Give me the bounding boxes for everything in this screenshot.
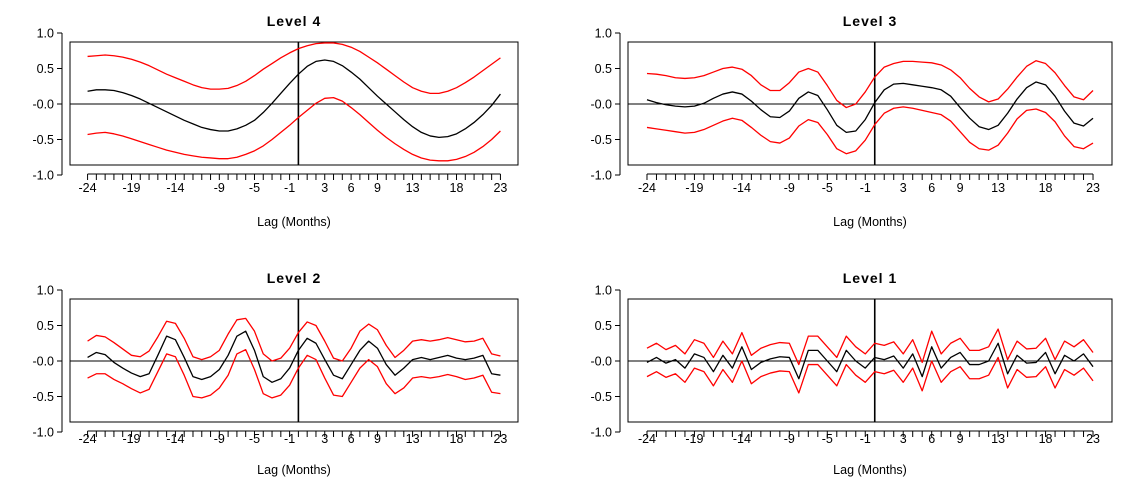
y-tick-label: 1.0: [37, 284, 54, 298]
x-tick-label: 3: [900, 432, 907, 446]
x-tick-label: 3: [321, 181, 328, 195]
ccf-series-line: [646, 81, 1094, 134]
x-tick-label: 6: [348, 181, 355, 195]
panel-2: Level 3-1.0-0.5-0.00.51.0-24 -19 -14 -9 -5 -1…: [590, 13, 1113, 229]
y-tick-label: 1.0: [595, 284, 612, 298]
x-tick-label: -5: [822, 181, 833, 195]
x-tick-label: 13: [406, 181, 420, 195]
x-tick-label: 9: [957, 181, 964, 195]
lower-bound-line: [87, 96, 501, 162]
x-tick-label: -9: [784, 181, 795, 195]
x-tick-label: 23: [1086, 181, 1100, 195]
x-tick-label: 13: [991, 181, 1005, 195]
x-axis-label: Lag (Months): [833, 463, 907, 477]
x-tick-label: -24: [79, 432, 97, 446]
x-tick-label: 18: [1039, 432, 1053, 446]
x-tick-label: -9: [214, 181, 225, 195]
x-tick-label: 23: [493, 181, 507, 195]
x-tick-label: 18: [450, 181, 464, 195]
y-tick-label: -0.0: [32, 355, 54, 369]
x-tick-label: 18: [1039, 181, 1053, 195]
x-tick-label: -5: [249, 432, 260, 446]
x-axis-label: Lag (Months): [833, 215, 907, 229]
y-tick-label: -0.0: [590, 355, 612, 369]
x-tick-label: 6: [928, 181, 935, 195]
x-tick-label: 23: [493, 432, 507, 446]
y-tick-label: -0.0: [32, 98, 54, 112]
chart-title: Level 4: [267, 13, 321, 29]
x-tick-label: -14: [733, 432, 751, 446]
x-tick-label: -19: [685, 181, 703, 195]
x-tick-label: -19: [122, 432, 140, 446]
upper-bound-line: [87, 42, 501, 94]
x-tick-label: 9: [957, 432, 964, 446]
panel-3: Level 2-1.0-0.5-0.00.51.0-24 -19 -14 -9 -5 -1…: [32, 270, 519, 477]
y-tick-label: 0.5: [37, 319, 54, 333]
x-tick-label: -1: [860, 432, 871, 446]
x-tick-label: -24: [638, 432, 656, 446]
x-tick-label: -14: [166, 181, 184, 195]
x-axis-label: Lag (Months): [257, 215, 331, 229]
x-tick-label: 9: [374, 181, 381, 195]
panel-1: Level 4-1.0-0.5-0.00.51.0-24 -19 -14 -9 -5 -1…: [32, 13, 519, 229]
upper-bound-line: [646, 60, 1094, 109]
y-tick-label: 0.5: [37, 62, 54, 76]
y-tick-label: -1.0: [590, 426, 612, 440]
y-tick-label: -1.0: [590, 169, 612, 183]
x-tick-label: -14: [166, 432, 184, 446]
lower-bound-line: [87, 348, 501, 399]
x-tick-label: -5: [249, 181, 260, 195]
x-tick-label: -19: [122, 181, 140, 195]
chart-title: Level 1: [843, 270, 897, 286]
upper-bound-line: [646, 328, 1094, 366]
y-tick-label: -0.5: [32, 133, 54, 147]
x-tick-label: -24: [638, 181, 656, 195]
chart-title: Level 2: [267, 270, 321, 286]
y-tick-label: -1.0: [32, 169, 54, 183]
x-tick-label: -1: [284, 181, 295, 195]
y-tick-label: 0.5: [595, 319, 612, 333]
y-tick-label: 1.0: [37, 27, 54, 41]
x-tick-label: -14: [733, 181, 751, 195]
ccf-series-line: [87, 330, 501, 383]
y-tick-label: 1.0: [595, 27, 612, 41]
x-tick-label: -9: [784, 432, 795, 446]
y-tick-label: -0.0: [590, 98, 612, 112]
y-tick-label: -0.5: [590, 390, 612, 404]
x-tick-label: 13: [406, 432, 420, 446]
lower-bound-line: [646, 356, 1094, 394]
x-tick-label: 6: [928, 432, 935, 446]
y-tick-label: -1.0: [32, 426, 54, 440]
x-tick-label: 6: [348, 432, 355, 446]
x-tick-label: 23: [1086, 432, 1100, 446]
chart-title: Level 3: [843, 13, 897, 29]
x-tick-label: -5: [822, 432, 833, 446]
x-tick-label: 13: [991, 432, 1005, 446]
x-tick-label: 3: [321, 432, 328, 446]
ccf-series-line: [646, 342, 1094, 380]
ccf-series-line: [87, 59, 501, 139]
lower-bound-line: [646, 106, 1094, 155]
x-tick-label: -9: [214, 432, 225, 446]
x-tick-label: 3: [900, 181, 907, 195]
x-tick-label: -1: [284, 432, 295, 446]
y-tick-label: 0.5: [595, 62, 612, 76]
x-tick-label: -1: [860, 181, 871, 195]
panel-4: Level 1-1.0-0.5-0.00.51.0-24 -19 -14 -9 -5 -1…: [590, 270, 1113, 477]
y-tick-label: -0.5: [32, 390, 54, 404]
x-tick-label: -24: [79, 181, 97, 195]
x-axis-label: Lag (Months): [257, 463, 331, 477]
x-tick-label: 9: [374, 432, 381, 446]
y-tick-label: -0.5: [590, 133, 612, 147]
x-tick-label: -19: [685, 432, 703, 446]
upper-bound-line: [87, 317, 501, 362]
x-tick-label: 18: [450, 432, 464, 446]
